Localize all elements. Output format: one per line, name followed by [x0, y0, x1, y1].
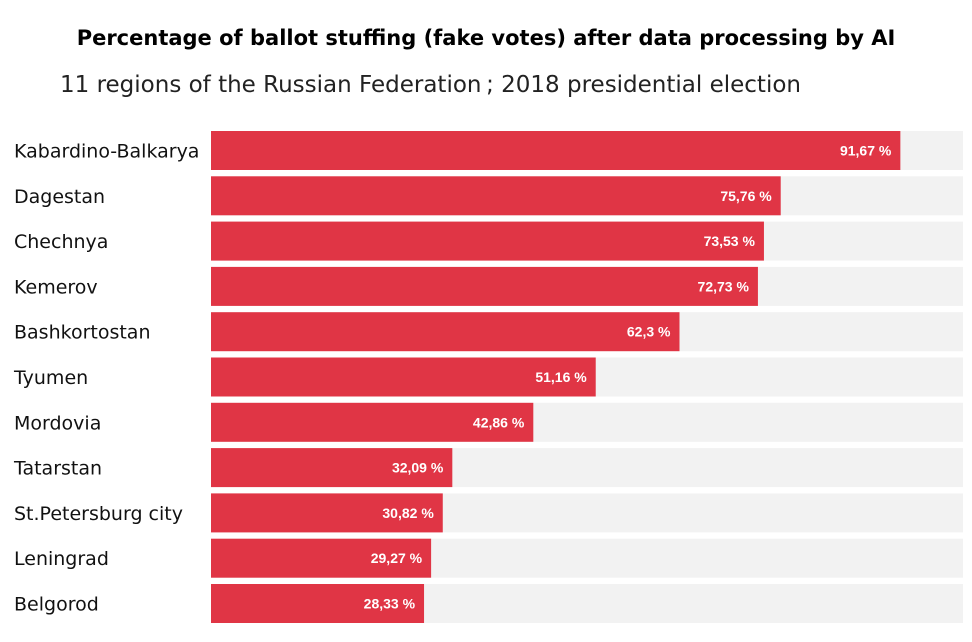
- value-label: 73,53 %: [704, 233, 756, 249]
- category-label: Bashkortostan: [14, 322, 151, 344]
- category-label: Tyumen: [13, 367, 88, 389]
- value-label: 62,3 %: [627, 324, 671, 340]
- bar: [211, 584, 425, 623]
- value-label: 72,73 %: [698, 278, 750, 294]
- bar: [211, 448, 453, 488]
- bar: [211, 176, 781, 216]
- category-label: Tatarstan: [13, 458, 102, 480]
- bar-rows: Kabardino-Balkarya 91,67 % Dagestan 75,76 %…: [13, 131, 963, 623]
- value-label: 51,16 %: [535, 369, 587, 385]
- category-label: Belgorod: [14, 594, 99, 616]
- value-label: 42,86 %: [473, 414, 525, 430]
- chart-title: Percentage of ballot stuffing (fake vote…: [76, 26, 896, 50]
- value-label: 30,82 %: [382, 505, 434, 521]
- bar: [211, 266, 758, 306]
- value-label: 29,27 %: [371, 550, 423, 566]
- value-label: 91,67 %: [840, 143, 892, 159]
- bar: [211, 493, 443, 533]
- category-label: Mordovia: [14, 412, 101, 434]
- category-label: Kabardino-Balkarya: [14, 141, 199, 163]
- value-label: 32,09 %: [392, 460, 444, 476]
- bar: [211, 312, 680, 352]
- category-label: Dagestan: [14, 186, 105, 208]
- bar: [211, 538, 432, 578]
- category-label: Kemerov: [14, 276, 98, 298]
- bar: [211, 221, 764, 261]
- category-label: Chechnya: [14, 231, 108, 253]
- bar: [211, 402, 534, 442]
- bar: [211, 357, 596, 397]
- value-label: 28,33 %: [364, 596, 416, 612]
- chart-subtitle: 11 regions of the Russian Federation ; 2…: [60, 72, 801, 98]
- value-label: 75,76 %: [720, 188, 772, 204]
- bar: [211, 131, 901, 170]
- category-label: Leningrad: [14, 548, 109, 570]
- category-label: St.Petersburg city: [14, 503, 183, 525]
